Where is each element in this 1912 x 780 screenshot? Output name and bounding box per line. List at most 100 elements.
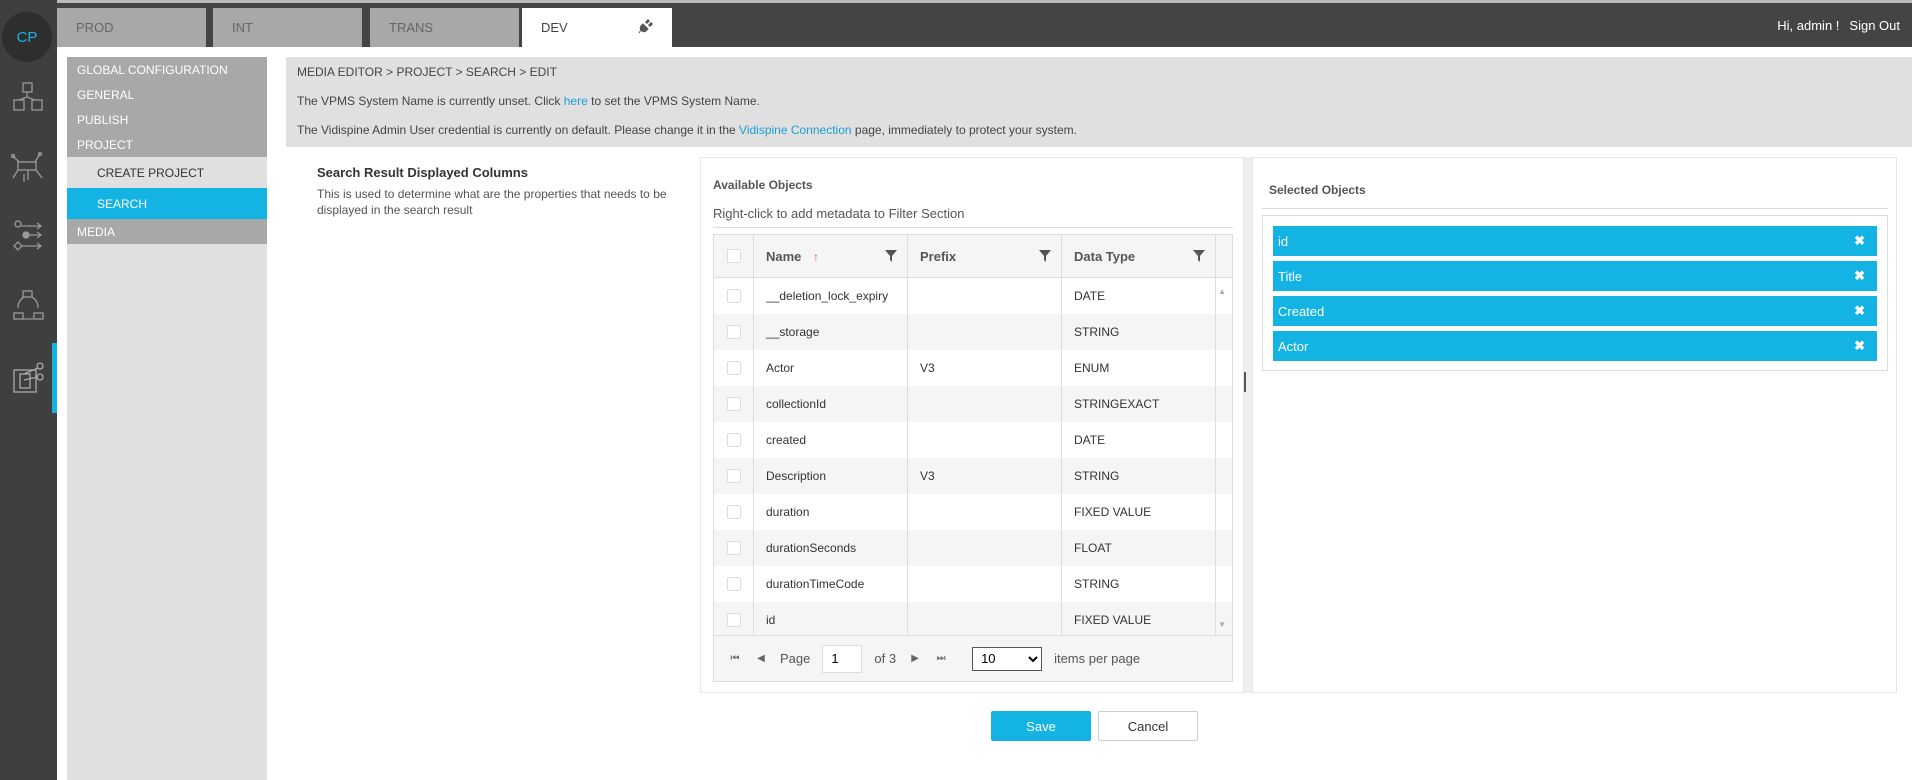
table-row[interactable]: id FIXED VALUE xyxy=(714,602,1232,638)
cell-data-type: DATE xyxy=(1062,278,1216,314)
cell-prefix xyxy=(908,422,1062,458)
page-input[interactable] xyxy=(822,644,863,673)
logo[interactable]: CP xyxy=(2,12,52,62)
cycle-icon[interactable] xyxy=(10,288,46,324)
cell-prefix xyxy=(908,566,1062,602)
column-header-prefix[interactable]: Prefix xyxy=(908,235,1062,277)
tab-prod[interactable]: PROD xyxy=(57,8,206,47)
row-checkbox[interactable] xyxy=(726,433,741,447)
vidispine-connection-link[interactable]: Vidispine Connection xyxy=(739,123,852,137)
cell-prefix: V3 xyxy=(908,350,1062,386)
tab-dev[interactable]: DEV xyxy=(522,8,672,47)
grid-header: Name ↑ Prefix Data Type xyxy=(714,235,1232,278)
table-row[interactable]: collectionId STRINGEXACT xyxy=(714,386,1232,422)
system-name-notice: The VPMS System Name is currently unset.… xyxy=(297,94,1901,108)
row-checkbox[interactable] xyxy=(726,469,741,483)
page-count: of 3 xyxy=(874,651,897,666)
column-header-data-type[interactable]: Data Type xyxy=(1062,235,1216,277)
table-row[interactable]: duration FIXED VALUE xyxy=(714,494,1232,530)
selected-item[interactable]: Title ✖ xyxy=(1273,261,1877,291)
next-page-icon[interactable]: ▶ xyxy=(911,653,919,664)
panel-splitter[interactable] xyxy=(1244,157,1252,693)
here-link[interactable]: here xyxy=(563,94,588,108)
notice-text: to set the VPMS System Name. xyxy=(587,94,760,108)
network-touch-icon[interactable] xyxy=(10,150,46,186)
remove-icon[interactable]: ✖ xyxy=(1854,338,1865,353)
side-nav: GLOBAL CONFIGURATION GENERAL PUBLISH PRO… xyxy=(67,57,267,780)
cell-name: durationSeconds xyxy=(754,530,908,566)
selected-item[interactable]: Created ✖ xyxy=(1273,296,1877,326)
cell-name: __deletion_lock_expiry xyxy=(754,278,908,314)
selected-item[interactable]: id ✖ xyxy=(1273,226,1877,256)
credential-notice: The Vidispine Admin User credential is c… xyxy=(297,123,1901,137)
cell-prefix xyxy=(908,278,1062,314)
selected-item[interactable]: Actor ✖ xyxy=(1273,331,1877,361)
cell-prefix xyxy=(908,530,1062,566)
row-checkbox[interactable] xyxy=(726,397,741,411)
media-editor-icon[interactable] xyxy=(10,360,46,396)
cell-name: Description xyxy=(754,458,908,494)
row-checkbox[interactable] xyxy=(726,289,741,303)
nav-create-project[interactable]: CREATE PROJECT xyxy=(97,166,205,180)
table-row[interactable]: __storage STRING xyxy=(714,314,1232,350)
cell-name: id xyxy=(754,602,908,638)
row-checkbox[interactable] xyxy=(726,613,741,627)
rail-active-indicator xyxy=(52,343,57,413)
filter-icon[interactable] xyxy=(1039,250,1051,262)
remove-icon[interactable]: ✖ xyxy=(1854,303,1865,318)
remove-icon[interactable]: ✖ xyxy=(1854,268,1865,283)
row-checkbox[interactable] xyxy=(726,541,741,555)
select-all-checkbox[interactable] xyxy=(726,249,741,263)
cell-data-type: ENUM xyxy=(1062,350,1216,386)
breadcrumb: MEDIA EDITOR > PROJECT > SEARCH > EDIT xyxy=(297,65,557,79)
nav-general[interactable]: GENERAL xyxy=(67,82,267,107)
row-checkbox[interactable] xyxy=(726,361,741,375)
table-row[interactable]: __deletion_lock_expiry DATE xyxy=(714,278,1232,314)
nav-global-configuration[interactable]: GLOBAL CONFIGURATION xyxy=(67,57,267,82)
cell-prefix xyxy=(908,602,1062,638)
cell-data-type: FIXED VALUE xyxy=(1062,602,1216,638)
table-row[interactable]: Actor V3 ENUM xyxy=(714,350,1232,386)
filter-icon[interactable] xyxy=(1193,250,1205,262)
last-page-icon[interactable]: ⏭ xyxy=(936,653,946,664)
tab-int[interactable]: INT xyxy=(213,8,362,47)
nav-media[interactable]: MEDIA xyxy=(67,219,267,244)
prev-page-icon[interactable]: ◀ xyxy=(757,653,765,664)
cell-data-type: STRING xyxy=(1062,314,1216,350)
row-checkbox[interactable] xyxy=(726,505,741,519)
workflow-icon[interactable] xyxy=(10,218,46,254)
cubes-icon[interactable] xyxy=(10,80,46,116)
cell-data-type: DATE xyxy=(1062,422,1216,458)
cancel-button[interactable]: Cancel xyxy=(1098,711,1198,741)
scroll-down-arrow[interactable]: ▼ xyxy=(1218,620,1226,629)
remove-icon[interactable]: ✖ xyxy=(1854,233,1865,248)
notice-text: The VPMS System Name is currently unset.… xyxy=(297,94,564,108)
column-label: Data Type xyxy=(1074,248,1136,264)
nav-search[interactable]: SEARCH xyxy=(67,188,267,219)
first-page-icon[interactable]: ⏮ xyxy=(730,653,740,664)
cell-data-type: STRING xyxy=(1062,458,1216,494)
table-row[interactable]: Description V3 STRING xyxy=(714,458,1232,494)
nav-project[interactable]: PROJECT xyxy=(67,132,267,157)
scroll-up-arrow[interactable]: ▲ xyxy=(1218,287,1226,296)
row-checkbox[interactable] xyxy=(726,325,741,339)
save-button[interactable]: Save xyxy=(991,711,1091,741)
selected-objects-panel: Selected Objects id ✖ Title ✖ Created ✖ Actor ✖ xyxy=(1252,157,1897,693)
table-row[interactable]: durationTimeCode STRING xyxy=(714,566,1232,602)
cell-data-type: STRING xyxy=(1062,566,1216,602)
cell-prefix xyxy=(908,386,1062,422)
column-label: Name xyxy=(766,248,802,264)
nav-publish[interactable]: PUBLISH xyxy=(67,107,267,132)
page-label: Page xyxy=(780,651,811,666)
sign-out-link[interactable]: Sign Out xyxy=(1849,18,1900,33)
filter-icon[interactable] xyxy=(885,250,897,262)
cell-data-type: FLOAT xyxy=(1062,530,1216,566)
table-row[interactable]: created DATE xyxy=(714,422,1232,458)
tab-trans[interactable]: TRANS xyxy=(370,8,519,47)
items-per-page-select[interactable]: 10 xyxy=(972,646,1043,671)
cell-name: created xyxy=(754,422,908,458)
row-checkbox[interactable] xyxy=(726,577,741,591)
column-header-name[interactable]: Name ↑ xyxy=(754,235,908,277)
available-grid: Name ↑ Prefix Data Type __deletion_lock_… xyxy=(713,234,1233,682)
table-row[interactable]: durationSeconds FLOAT xyxy=(714,530,1232,566)
